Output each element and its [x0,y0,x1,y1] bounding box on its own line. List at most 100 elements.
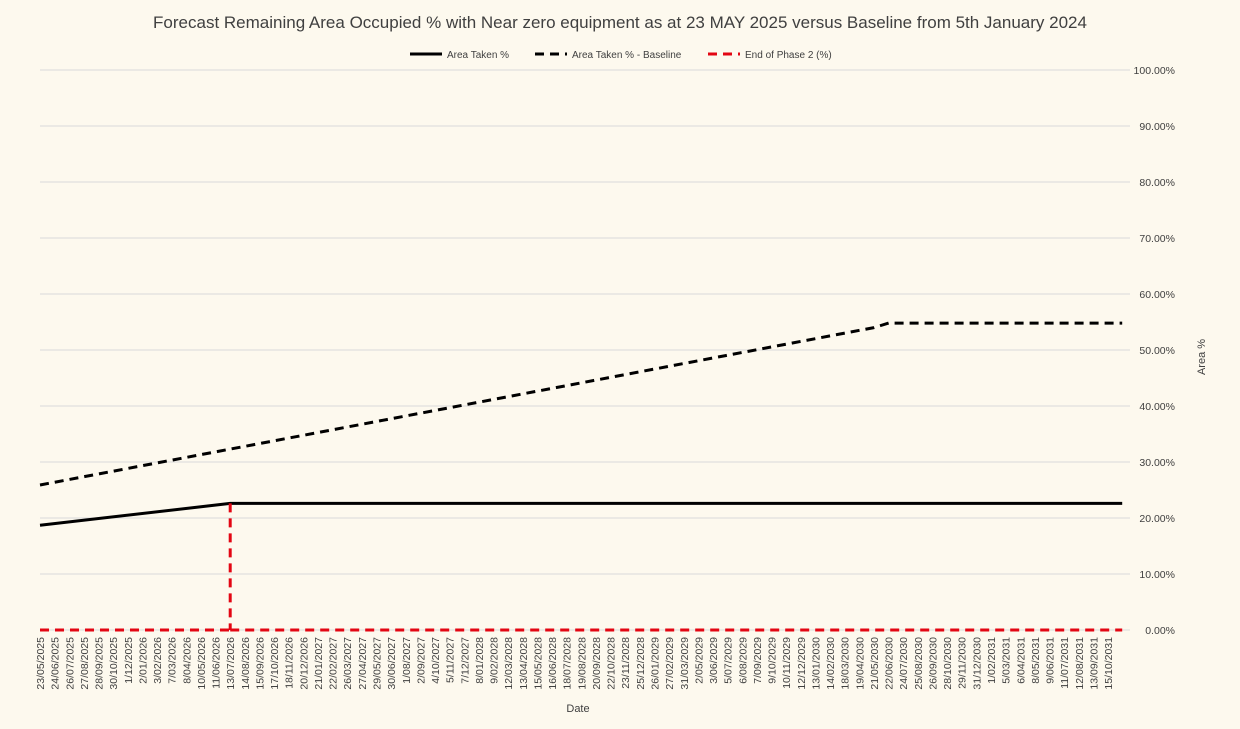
x-tick-label: 9/10/2029 [767,637,779,684]
x-tick-label: 6/08/2029 [737,637,749,684]
chart-title: Forecast Remaining Area Occupied % with … [153,13,1087,32]
y-tick-label: 80.00% [1139,177,1175,189]
x-tick-label: 14/08/2026 [240,637,252,690]
x-tick-label: 16/06/2028 [547,637,559,690]
y-tick-label: 70.00% [1139,233,1175,245]
y-tick-label: 50.00% [1139,345,1175,357]
x-tick-label: 2/09/2027 [415,637,427,684]
x-tick-label: 26/01/2029 [649,637,661,690]
x-tick-label: 3/06/2029 [708,637,720,684]
x-tick-label: 8/04/2026 [181,637,193,684]
x-tick-label: 8/01/2028 [474,637,486,684]
x-tick-label: 15/10/2031 [1103,637,1115,690]
x-tick-label: 1/12/2025 [123,637,135,684]
x-tick-label: 21/01/2027 [313,637,325,690]
x-tick-label: 25/08/2030 [913,637,925,690]
y-tick-label: 40.00% [1139,401,1175,413]
x-tick-label: 9/06/2031 [1045,637,1057,684]
x-tick-label: 24/07/2030 [898,637,910,690]
x-tick-label: 9/02/2028 [489,637,501,684]
x-axis-title: Date [566,703,589,715]
x-tick-label: 23/11/2028 [620,637,632,689]
x-tick-label: 26/07/2025 [64,637,76,690]
x-tick-label: 31/03/2029 [679,637,691,690]
x-tick-label: 12/12/2029 [796,637,808,690]
x-tick-label: 6/04/2031 [1015,637,1027,684]
x-tick-label: 25/12/2028 [635,637,647,690]
x-tick-label: 30/06/2027 [386,637,398,690]
legend-label: End of Phase 2 (%) [745,50,832,61]
x-tick-label: 10/11/2029 [781,637,793,689]
x-tick-label: 30/10/2025 [108,637,120,690]
x-tick-label: 7/12/2027 [459,637,471,684]
x-tick-label: 27/02/2029 [664,637,676,690]
x-tick-label: 15/05/2028 [532,637,544,690]
x-tick-label: 27/08/2025 [79,637,91,690]
x-tick-label: 15/09/2026 [254,637,266,690]
x-tick-label: 22/02/2027 [328,637,340,690]
x-tick-label: 5/07/2029 [723,637,735,684]
x-tick-label: 24/06/2025 [50,637,62,690]
x-tick-label: 26/03/2027 [342,637,354,690]
x-tick-label: 21/05/2030 [869,637,881,690]
x-tick-label: 13/04/2028 [518,637,530,690]
y-tick-label: 0.00% [1145,625,1175,637]
y-tick-label: 100.00% [1134,65,1175,77]
x-tick-label: 13/01/2030 [810,637,822,690]
legend-label: Area Taken % [447,50,509,61]
x-tick-label: 29/05/2027 [372,637,384,690]
x-tick-label: 5/11/2027 [445,637,457,683]
series-line-1 [39,501,1123,527]
x-tick-label: 13/07/2026 [225,637,237,690]
x-axis-ticks: 23/05/2025 24/06/2025 26/07/2025 27/08/2025… [35,637,1115,690]
x-tick-label: 11/06/2026 [211,637,223,689]
x-tick-label: 10/05/2026 [196,637,208,690]
x-tick-label: 22/10/2028 [606,637,618,690]
series-line-2 [39,321,1123,487]
y-tick-label: 90.00% [1139,121,1175,133]
x-tick-label: 18/11/2026 [284,637,296,689]
x-tick-label: 12/03/2028 [503,637,515,690]
y-axis-title: Area % [1196,339,1208,375]
x-tick-label: 1/02/2031 [986,637,998,684]
x-tick-label: 12/08/2031 [1074,637,1086,690]
x-tick-label: 5/03/2031 [1001,637,1013,684]
y-tick-label: 30.00% [1139,457,1175,469]
x-tick-label: 22/06/2030 [884,637,896,690]
x-tick-label: 7/09/2029 [752,637,764,684]
x-tick-label: 3/02/2026 [152,637,164,684]
x-tick-label: 20/12/2026 [298,637,310,690]
x-tick-label: 28/09/2025 [94,637,106,690]
x-tick-label: 14/02/2030 [825,637,837,690]
x-tick-label: 11/07/2031 [1059,637,1071,689]
x-tick-label: 19/08/2028 [576,637,588,690]
x-tick-label: 7/03/2026 [167,637,179,684]
x-tick-label: 1/08/2027 [401,637,413,684]
gridlines [40,69,1130,631]
x-tick-label: 27/04/2027 [357,637,369,690]
x-tick-label: 29/11/2030 [957,637,969,689]
x-tick-label: 28/10/2030 [942,637,954,690]
y-axis-ticks: 0.00% 10.00% 20.00% 30.00% 40.00% 50.00% 60.00… [1134,65,1175,637]
x-tick-label: 18/07/2028 [562,637,574,690]
x-tick-label: 18/03/2030 [840,637,852,690]
x-tick-label: 2/01/2026 [137,637,149,684]
legend-label: Area Taken % - Baseline [572,50,682,61]
y-tick-label: 10.00% [1139,569,1175,581]
x-tick-label: 13/09/2031 [1088,637,1100,690]
y-tick-label: 60.00% [1139,289,1175,301]
x-tick-label: 26/09/2030 [927,637,939,690]
x-tick-label: 8/05/2031 [1030,637,1042,684]
legend: Area Taken % Area Taken % - Baseline End o… [410,50,832,61]
x-tick-label: 2/05/2029 [693,637,705,684]
x-tick-label: 23/05/2025 [35,637,47,690]
x-tick-label: 17/10/2026 [269,637,281,690]
x-tick-label: 4/10/2027 [430,637,442,684]
series-lines [39,321,1123,632]
x-tick-label: 19/04/2030 [854,637,866,690]
x-tick-label: 31/12/2030 [971,637,983,690]
y-tick-label: 20.00% [1139,513,1175,525]
x-tick-label: 20/09/2028 [591,637,603,690]
